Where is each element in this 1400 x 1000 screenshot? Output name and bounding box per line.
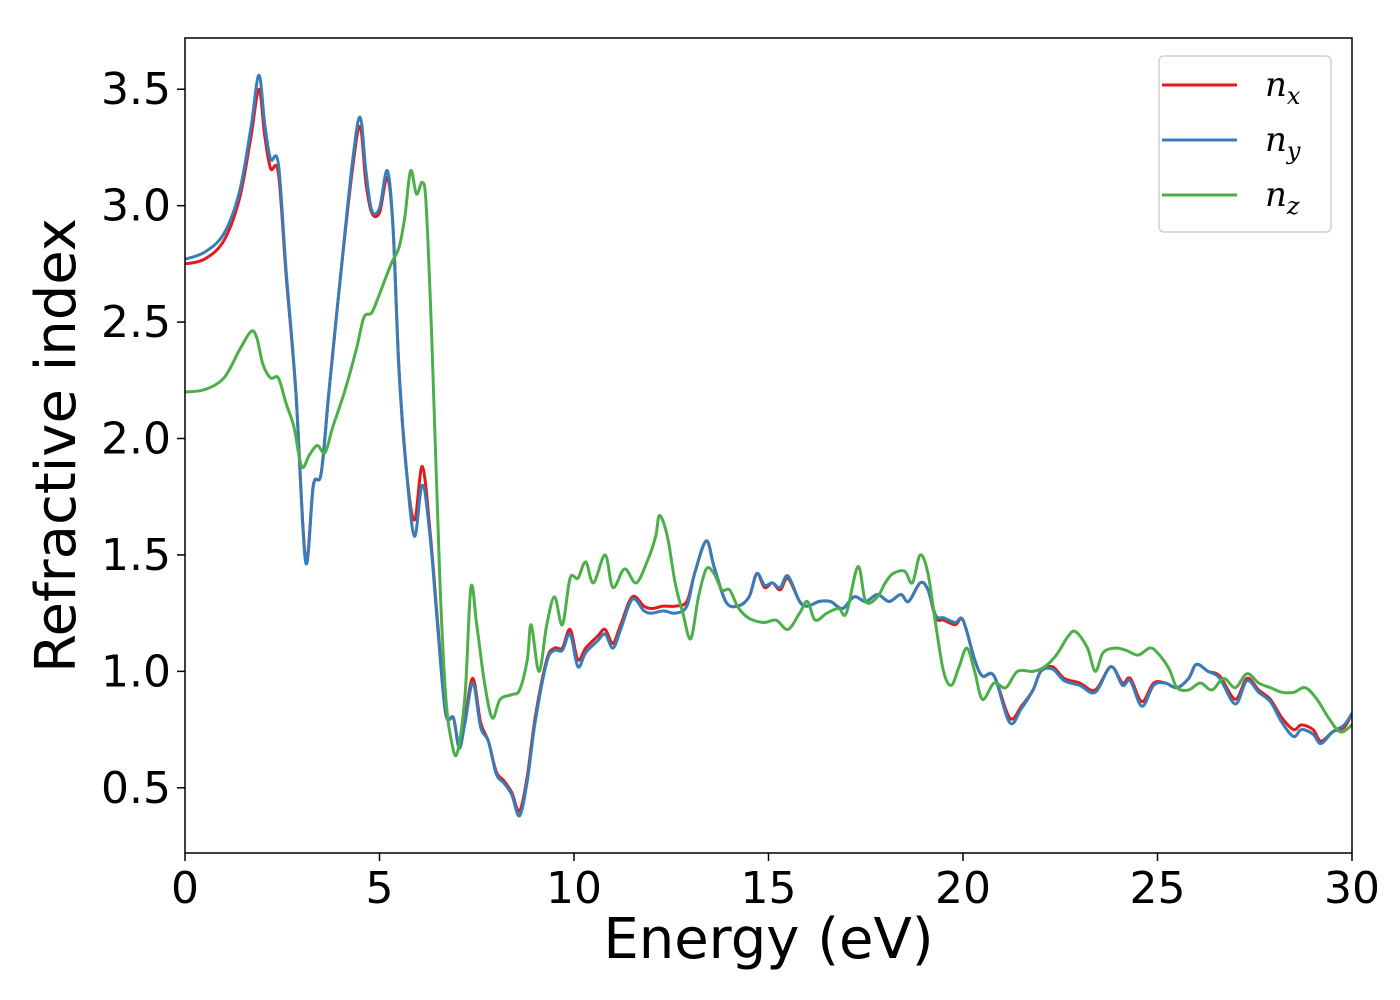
legend-label-subscript: z <box>1286 192 1300 220</box>
y-tick-label: 1.0 <box>101 646 171 697</box>
x-tick-label: 15 <box>741 863 797 914</box>
legend-label-main: n <box>1265 120 1287 160</box>
legend-label-nx: nx <box>1265 65 1301 110</box>
legend-label-subscript: x <box>1287 82 1301 110</box>
y-tick-label: 2.0 <box>101 414 171 465</box>
y-tick-label: 0.5 <box>101 763 171 814</box>
y-tick-label: 3.0 <box>101 181 171 232</box>
y-axis-title: Refractive index <box>24 218 89 673</box>
x-tick-label: 25 <box>1130 863 1186 914</box>
y-tick-label: 3.5 <box>101 64 171 115</box>
x-tick-label: 20 <box>935 863 991 914</box>
y-tick-label: 2.5 <box>101 297 171 348</box>
x-tick-label: 5 <box>366 863 394 914</box>
x-axis-title: Energy (eV) <box>603 907 933 972</box>
y-tick-label: 1.5 <box>101 530 171 581</box>
series-line-nz <box>185 169 1352 758</box>
legend-label-main: n <box>1265 175 1287 215</box>
legend-label-main: n <box>1265 65 1287 105</box>
x-axis: 0 5 10 15 20 25 30 <box>171 853 1380 914</box>
series-layer <box>185 73 1352 818</box>
y-axis: 0.5 1.0 1.5 2.0 2.5 3.0 3.5 <box>101 64 185 814</box>
legend-label-subscript: y <box>1286 137 1301 165</box>
x-tick-label: 0 <box>171 863 199 914</box>
legend-box <box>1158 55 1332 233</box>
x-tick-label: 10 <box>546 863 602 914</box>
legend-label-nz: nz <box>1265 175 1300 220</box>
x-tick-label: 30 <box>1324 863 1380 914</box>
series-line-ny <box>185 73 1352 818</box>
legend-label-ny: ny <box>1265 120 1301 165</box>
